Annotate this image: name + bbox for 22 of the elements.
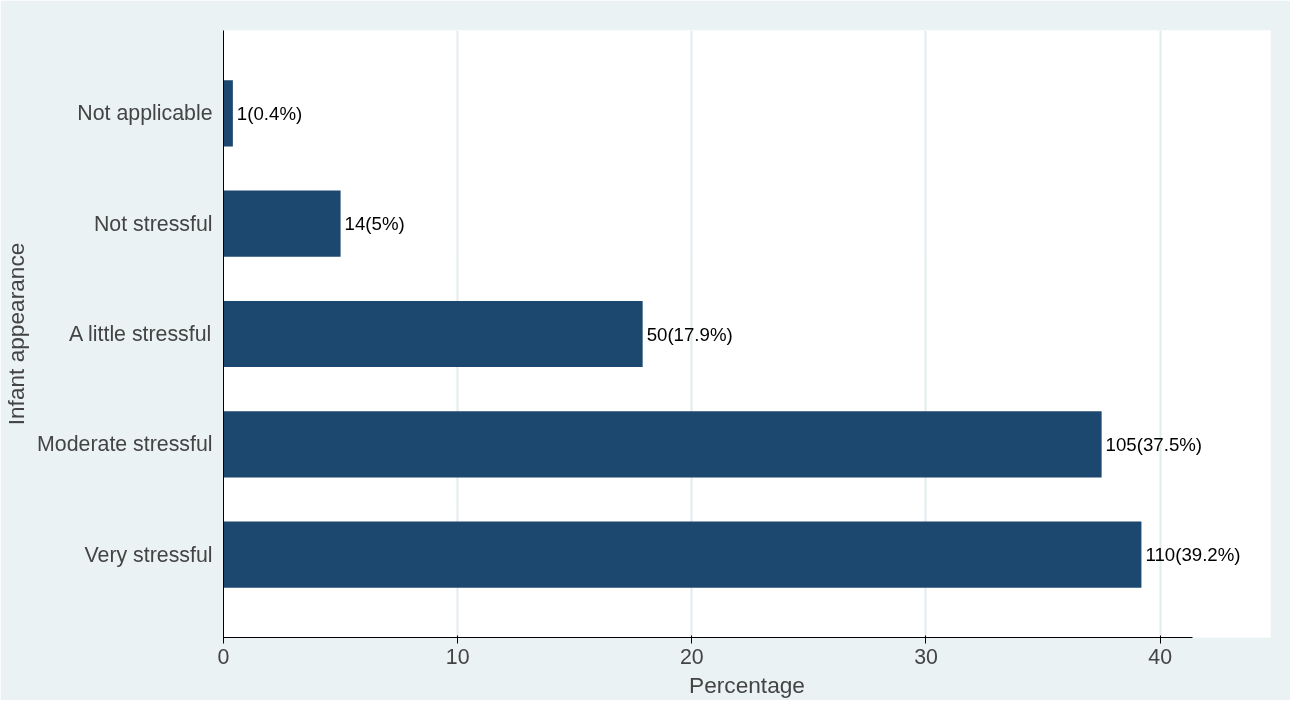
x-tick-label: 0 — [217, 644, 230, 669]
x-axis-title: Percentage — [689, 671, 805, 698]
bar — [223, 80, 233, 147]
y-tick-label: Not applicable — [77, 101, 213, 126]
x-tick-label: 30 — [914, 644, 938, 669]
x-tick-label: 10 — [445, 644, 470, 669]
data-label: 110(39.2%) — [1145, 544, 1241, 566]
y-tick-label: Very stressful — [84, 542, 213, 567]
y-axis-title: Infant appearance — [3, 242, 30, 426]
y-tick-label: A little stressful — [69, 322, 212, 346]
y-tick-label: Not stressful — [93, 211, 213, 236]
x-tick-label: 20 — [679, 644, 704, 669]
y-tick-label: Moderate stressful — [37, 432, 213, 457]
data-label: 1(0.4%) — [236, 102, 303, 124]
bar — [223, 411, 1102, 478]
data-label: 105(37.5%) — [1105, 433, 1203, 455]
bar — [223, 190, 341, 257]
data-label: 14(5%) — [344, 213, 405, 235]
x-tick-label: 40 — [1148, 644, 1173, 669]
data-label: 50(17.9%) — [646, 323, 733, 345]
bar — [223, 300, 643, 368]
bar — [223, 521, 1142, 588]
